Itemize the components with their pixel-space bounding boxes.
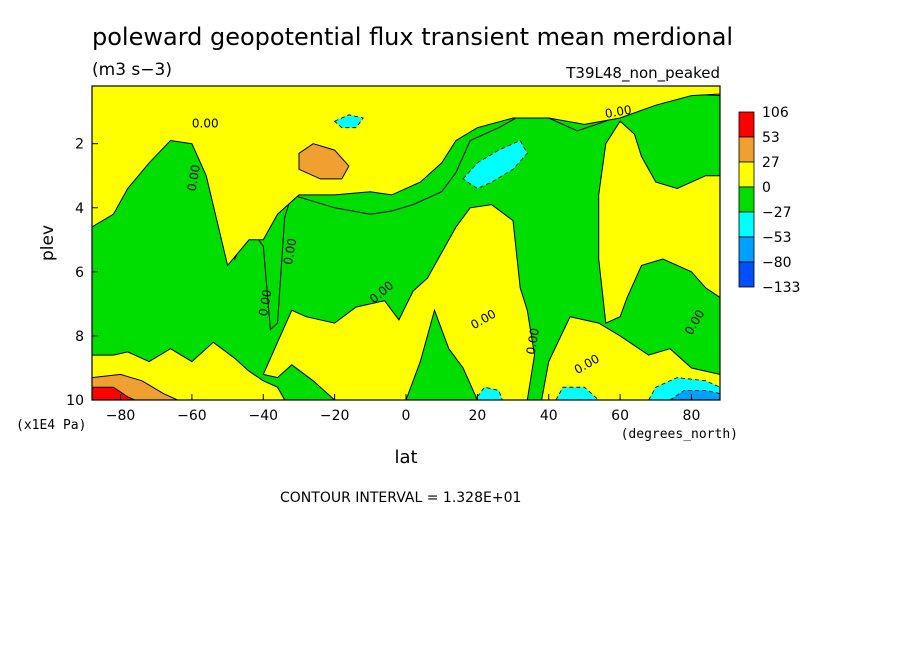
x-tick-label: 20 [468, 408, 486, 424]
y-unit-label: (x1E4 Pa) [16, 418, 86, 433]
contour-label: 0.00 [604, 103, 633, 121]
chart-title: poleward geopotential flux transient mea… [92, 23, 733, 51]
contour-region-blue-surface-c [669, 389, 720, 400]
x-tick-label: 40 [540, 408, 558, 424]
contour-region-upper-yellow [92, 86, 720, 267]
colorbar-label: 0 [762, 180, 771, 196]
contour-region-nh-mid-yellow [598, 120, 720, 324]
run-label: T39L48_non_peaked [565, 64, 720, 83]
colorbar-swatch [738, 211, 755, 238]
contour-region-midlat-yellow [262, 204, 536, 400]
colorbar-label: 53 [762, 130, 780, 146]
x-tick-label: 80 [683, 408, 701, 424]
contour-label: 0.00 [256, 288, 274, 317]
colorbar-label: −53 [762, 230, 792, 246]
contour-region-cyan-upper-nh [462, 139, 528, 189]
contour-label: 0.00 [192, 117, 219, 131]
x-tick-label: −40 [248, 408, 278, 424]
contour-region-cyan-surface-a [476, 386, 503, 400]
colorbar-swatch [738, 111, 755, 138]
y-tick-label: 4 [75, 201, 84, 217]
x-tick-label: 60 [611, 408, 629, 424]
colorbar-swatch [738, 261, 755, 288]
plot-area: 0.000.000.000.000.000.000.000.000.000.00 [91, 85, 721, 401]
y-tick-label: 2 [75, 137, 84, 153]
colorbar-label: −80 [762, 255, 792, 271]
x-tick-label: 0 [402, 408, 411, 424]
colorbar: 106 53 27 0 −27 −53 −80 −133 [738, 105, 800, 296]
x-axis-label: lat [394, 447, 417, 468]
y-tick-label: 6 [75, 265, 84, 281]
colorbar-swatch [738, 186, 755, 213]
x-tick-label: −80 [106, 408, 136, 424]
colorbar-swatch [738, 236, 755, 263]
colorbar-swatch [738, 161, 755, 188]
colorbar-swatch [738, 136, 755, 163]
chart-units: (m3 s−3) [92, 60, 172, 80]
x-unit-label: (degrees_north) [621, 427, 738, 442]
x-tick-label: −60 [177, 408, 207, 424]
x-tick-label: −20 [320, 408, 350, 424]
colorbar-label: 27 [762, 155, 780, 171]
colorbar-label: −133 [762, 280, 800, 296]
y-tick-label: 8 [75, 329, 84, 345]
contour-label: 0.00 [281, 237, 299, 266]
contour-interval-note: CONTOUR INTERVAL = 1.328E+01 [280, 490, 521, 506]
contour-region-cyan-upper-sh [333, 114, 364, 129]
contour-region-cyan-surface-b [555, 386, 600, 400]
y-axis-label: plev [38, 225, 58, 261]
contour-region-sh-red-surface [92, 386, 136, 400]
contour-label: 0.00 [524, 327, 542, 356]
contour-region-sh-orange-upper [298, 143, 350, 180]
colorbar-label: −27 [762, 205, 792, 221]
colorbar-label: 106 [762, 105, 789, 121]
y-tick-label: 10 [66, 393, 84, 409]
contour-label: 0.00 [185, 164, 203, 193]
